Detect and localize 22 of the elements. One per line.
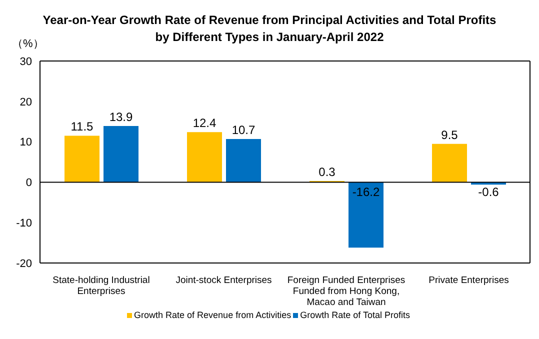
data-label: 12.4 [192,116,216,130]
data-label: 10.7 [232,122,256,137]
x-tick-label: Private Enterprises [428,275,510,286]
x-tick-label: State-holding Industrial Enterprises [52,275,150,297]
data-label: -0.6 [478,185,500,200]
y-tick-label: -20 [16,258,32,270]
x-tick-label: Foreign Funded Enterprises Funded from Hong Kong, Macao and Taiwan [287,275,406,308]
y-axis-title: （%） [12,37,44,51]
y-tick-label: 10 [20,136,32,149]
data-label: 11.5 [70,120,94,134]
y-tick-label: 30 [20,56,32,68]
x-tick-label: Joint-stock Enterprises [176,275,272,286]
legend-label: Growth Rate of Revenue from Activities [134,310,292,320]
data-label: -16.2 [352,185,380,200]
y-tick-label: -10 [16,218,32,230]
data-label: 9.5 [441,128,458,142]
y-tick-label: 20 [20,96,32,108]
chart-title: Year-on-Year Growth Rate of Revenue from Principal Activities and Total Profits by Different Types in January-April 2022 [42,13,496,44]
data-label: 13.9 [109,110,133,124]
legend-label: Growth Rate of Total Profits [300,310,410,320]
y-tick-label: 0 [26,177,32,190]
data-label: 0.3 [318,164,336,179]
